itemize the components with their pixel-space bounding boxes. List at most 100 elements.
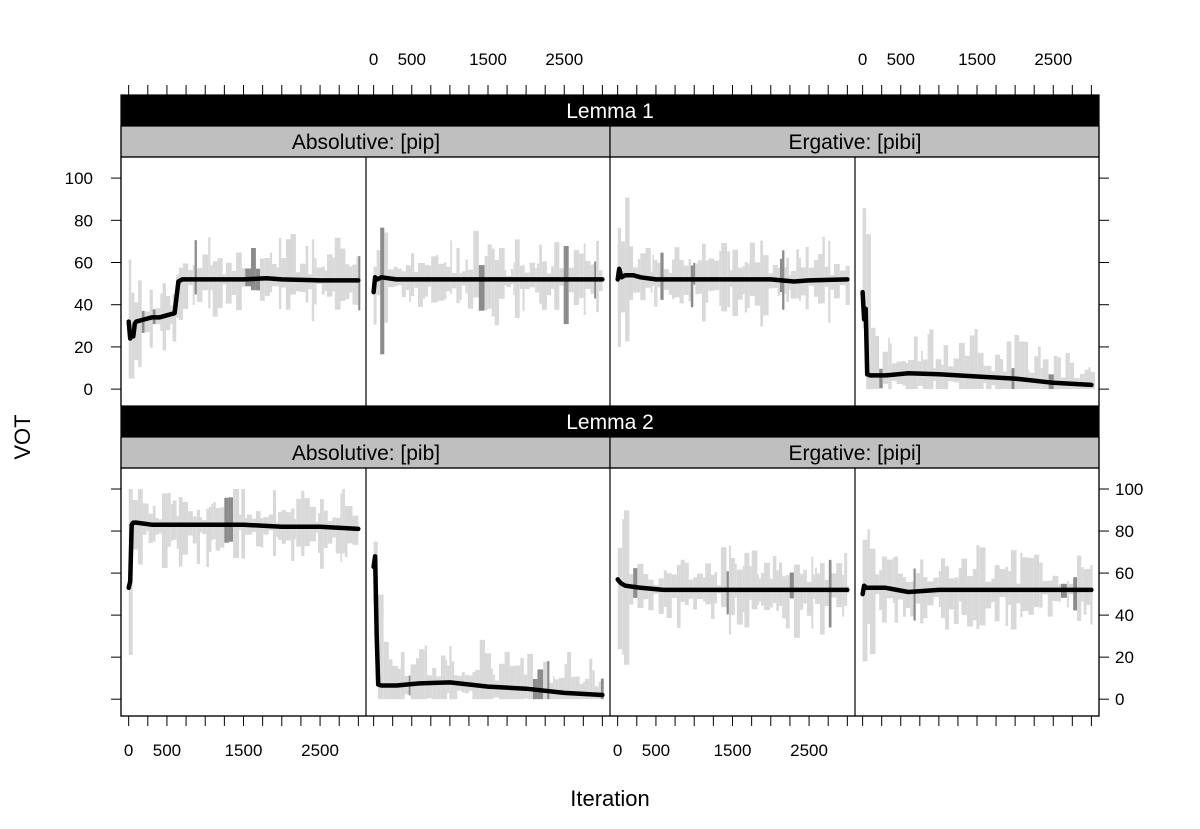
band-segment bbox=[504, 651, 510, 700]
band-segment bbox=[424, 645, 427, 700]
band-segment bbox=[736, 569, 743, 625]
band-segment bbox=[714, 260, 720, 291]
band-segment bbox=[436, 676, 441, 700]
x-axis-title: Iteration bbox=[570, 786, 650, 811]
band-segment bbox=[983, 365, 987, 384]
band-segment bbox=[958, 567, 962, 602]
band-segment bbox=[268, 514, 273, 531]
band-segment bbox=[820, 562, 825, 635]
band-segment bbox=[782, 576, 786, 619]
band-segment bbox=[1057, 357, 1061, 390]
band-segment bbox=[215, 508, 221, 551]
band-segment bbox=[929, 329, 934, 390]
outer-frame bbox=[120, 94, 1100, 717]
mean-line-panel-7 bbox=[615, 577, 850, 593]
band-segment bbox=[1040, 367, 1043, 390]
x-tick-label-bottom: 1500 bbox=[225, 741, 263, 760]
band-segment bbox=[167, 492, 171, 547]
band-segment bbox=[898, 573, 903, 600]
y-tick-label-left: 80 bbox=[74, 211, 93, 230]
strip-lemma-2-label: Lemma 2 bbox=[566, 411, 654, 434]
x-tick-label-bottom: 2500 bbox=[790, 741, 828, 760]
band-segment bbox=[520, 658, 524, 700]
band-segment bbox=[465, 259, 468, 294]
y-axis-title: VOT bbox=[10, 414, 35, 459]
band-segment bbox=[272, 264, 277, 287]
band-segment bbox=[760, 240, 764, 327]
band-segment bbox=[213, 502, 216, 540]
band-segment bbox=[172, 294, 177, 342]
band-segment bbox=[211, 503, 214, 541]
band-segment bbox=[650, 271, 653, 293]
band-segment bbox=[220, 507, 225, 548]
band-segment bbox=[891, 363, 897, 381]
x-tick-label-top: 2500 bbox=[545, 50, 583, 69]
band-segment bbox=[910, 581, 914, 617]
band-segment bbox=[251, 248, 256, 291]
band-segment bbox=[440, 655, 446, 700]
band-segment bbox=[318, 513, 320, 553]
band-segment bbox=[217, 258, 223, 309]
band-segment bbox=[178, 497, 183, 567]
band-segment bbox=[304, 498, 310, 547]
band-segment bbox=[1090, 371, 1095, 390]
band-segment bbox=[828, 559, 832, 628]
band-segment bbox=[575, 676, 580, 700]
band-segment bbox=[202, 520, 207, 534]
band-segment bbox=[1024, 341, 1029, 390]
band-segment bbox=[1081, 567, 1084, 602]
band-segment bbox=[567, 651, 572, 700]
band-segment bbox=[811, 556, 814, 629]
band-segment bbox=[456, 248, 460, 304]
band-segment bbox=[194, 240, 197, 295]
band-segment bbox=[764, 562, 770, 611]
band-segment bbox=[192, 516, 197, 544]
band-segment bbox=[281, 258, 286, 288]
band-segment bbox=[342, 489, 345, 554]
band-segment bbox=[958, 342, 965, 390]
band-segment bbox=[999, 568, 1006, 597]
band-segment bbox=[769, 578, 773, 608]
x-tick-label-top: 500 bbox=[398, 50, 426, 69]
band-segment bbox=[1022, 557, 1029, 612]
band-segment bbox=[964, 355, 970, 390]
band-segment bbox=[803, 569, 807, 604]
band-segment bbox=[454, 675, 458, 700]
mean-line-panel-3 bbox=[615, 266, 850, 284]
band-segment bbox=[296, 498, 302, 547]
y-tick-label-right: 80 bbox=[1115, 522, 1134, 541]
band-segment bbox=[705, 260, 709, 303]
band-segment bbox=[842, 575, 845, 617]
band-segment bbox=[1047, 580, 1053, 617]
band-group-panel-6 bbox=[373, 541, 604, 700]
band-segment bbox=[161, 493, 168, 569]
band-segment bbox=[690, 265, 694, 308]
band-segment bbox=[923, 577, 928, 619]
band-segment bbox=[294, 519, 297, 540]
band-segment bbox=[1028, 558, 1034, 615]
band-segment bbox=[995, 354, 1000, 390]
band-segment bbox=[953, 358, 959, 383]
band-segment bbox=[697, 573, 704, 599]
band-segment bbox=[660, 252, 664, 300]
band-segment bbox=[1020, 552, 1023, 618]
band-segment bbox=[879, 368, 883, 389]
band-segment bbox=[747, 263, 750, 308]
x-tick-label-bottom: 0 bbox=[613, 741, 622, 760]
x-tick-label-bottom: 500 bbox=[153, 741, 181, 760]
x-tick-label-bottom: 0 bbox=[124, 741, 133, 760]
band-segment bbox=[320, 499, 324, 569]
band-segment bbox=[138, 280, 142, 368]
band-segment bbox=[711, 574, 715, 619]
band-segment bbox=[979, 547, 986, 626]
strip-lemma-1-label: Lemma 1 bbox=[566, 100, 654, 123]
band-segment bbox=[1090, 565, 1093, 625]
band-segment bbox=[228, 497, 234, 542]
band-segment bbox=[1005, 566, 1009, 627]
band-segment bbox=[785, 575, 790, 629]
band-segment bbox=[617, 227, 621, 347]
band-segment bbox=[749, 565, 752, 600]
band-segment bbox=[1069, 362, 1074, 390]
band-segment bbox=[344, 505, 348, 558]
